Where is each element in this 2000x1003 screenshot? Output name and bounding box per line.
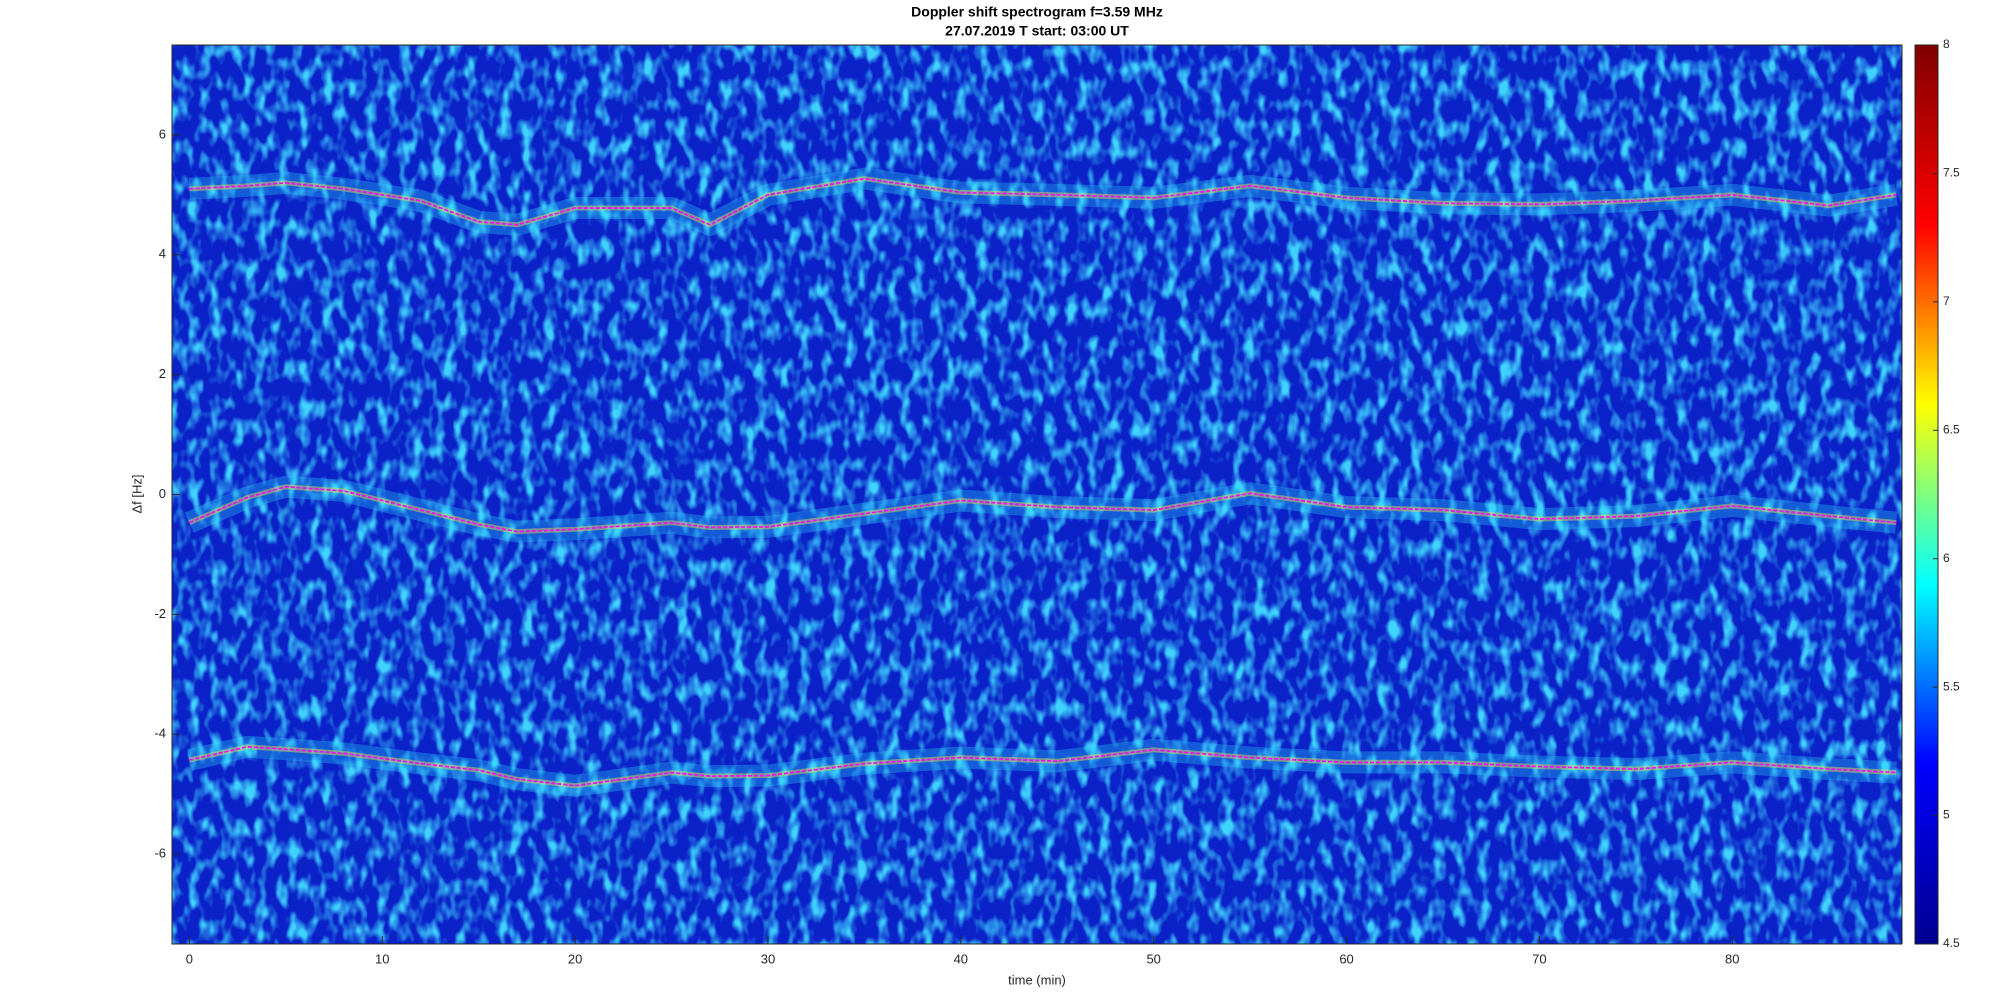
x-tick-label: 80 [1725, 951, 1739, 966]
colorbar-tick-label: 5 [1943, 808, 1950, 822]
x-tick-label: 30 [761, 951, 775, 966]
y-tick-label: -2 [154, 606, 166, 621]
trace-line [189, 746, 1897, 787]
y-tick-label: 0 [159, 486, 166, 501]
colorbar [1914, 44, 1939, 945]
y-axis-label: Δf [Hz] [129, 474, 144, 513]
x-axis-label: time (min) [1008, 972, 1066, 987]
colorbar-tick-label: 5.5 [1943, 679, 1960, 693]
y-tick-label: 2 [159, 366, 166, 381]
x-tick-label: 20 [568, 951, 582, 966]
colorbar-tick-label: 6 [1943, 551, 1950, 565]
x-tick-label: 40 [954, 951, 968, 966]
y-tick-label: -6 [154, 846, 166, 861]
spectrogram-speckle [172, 45, 1902, 944]
x-tick-label: 0 [186, 951, 193, 966]
x-tick-label: 50 [1146, 951, 1160, 966]
chart-title: Doppler shift spectrogram f=3.59 MHz [911, 4, 1163, 20]
x-tick-label: 10 [375, 951, 389, 966]
y-tick-label: 6 [159, 126, 166, 141]
colorbar-tick-label: 4.5 [1943, 936, 1960, 950]
x-tick-label: 60 [1339, 951, 1353, 966]
y-tick-label: -4 [154, 726, 166, 741]
colorbar-tick-label: 7.5 [1943, 166, 1960, 180]
trace-line [189, 177, 1897, 226]
trace-line [189, 485, 1897, 533]
chart-subtitle: 27.07.2019 T start: 03:00 UT [945, 23, 1129, 39]
colorbar-tick-label: 7 [1943, 294, 1950, 308]
y-tick-label: 4 [159, 246, 166, 261]
x-tick-label: 70 [1532, 951, 1546, 966]
colorbar-tick-label: 6.5 [1943, 422, 1960, 436]
colorbar-tick-label: 8 [1943, 37, 1950, 51]
